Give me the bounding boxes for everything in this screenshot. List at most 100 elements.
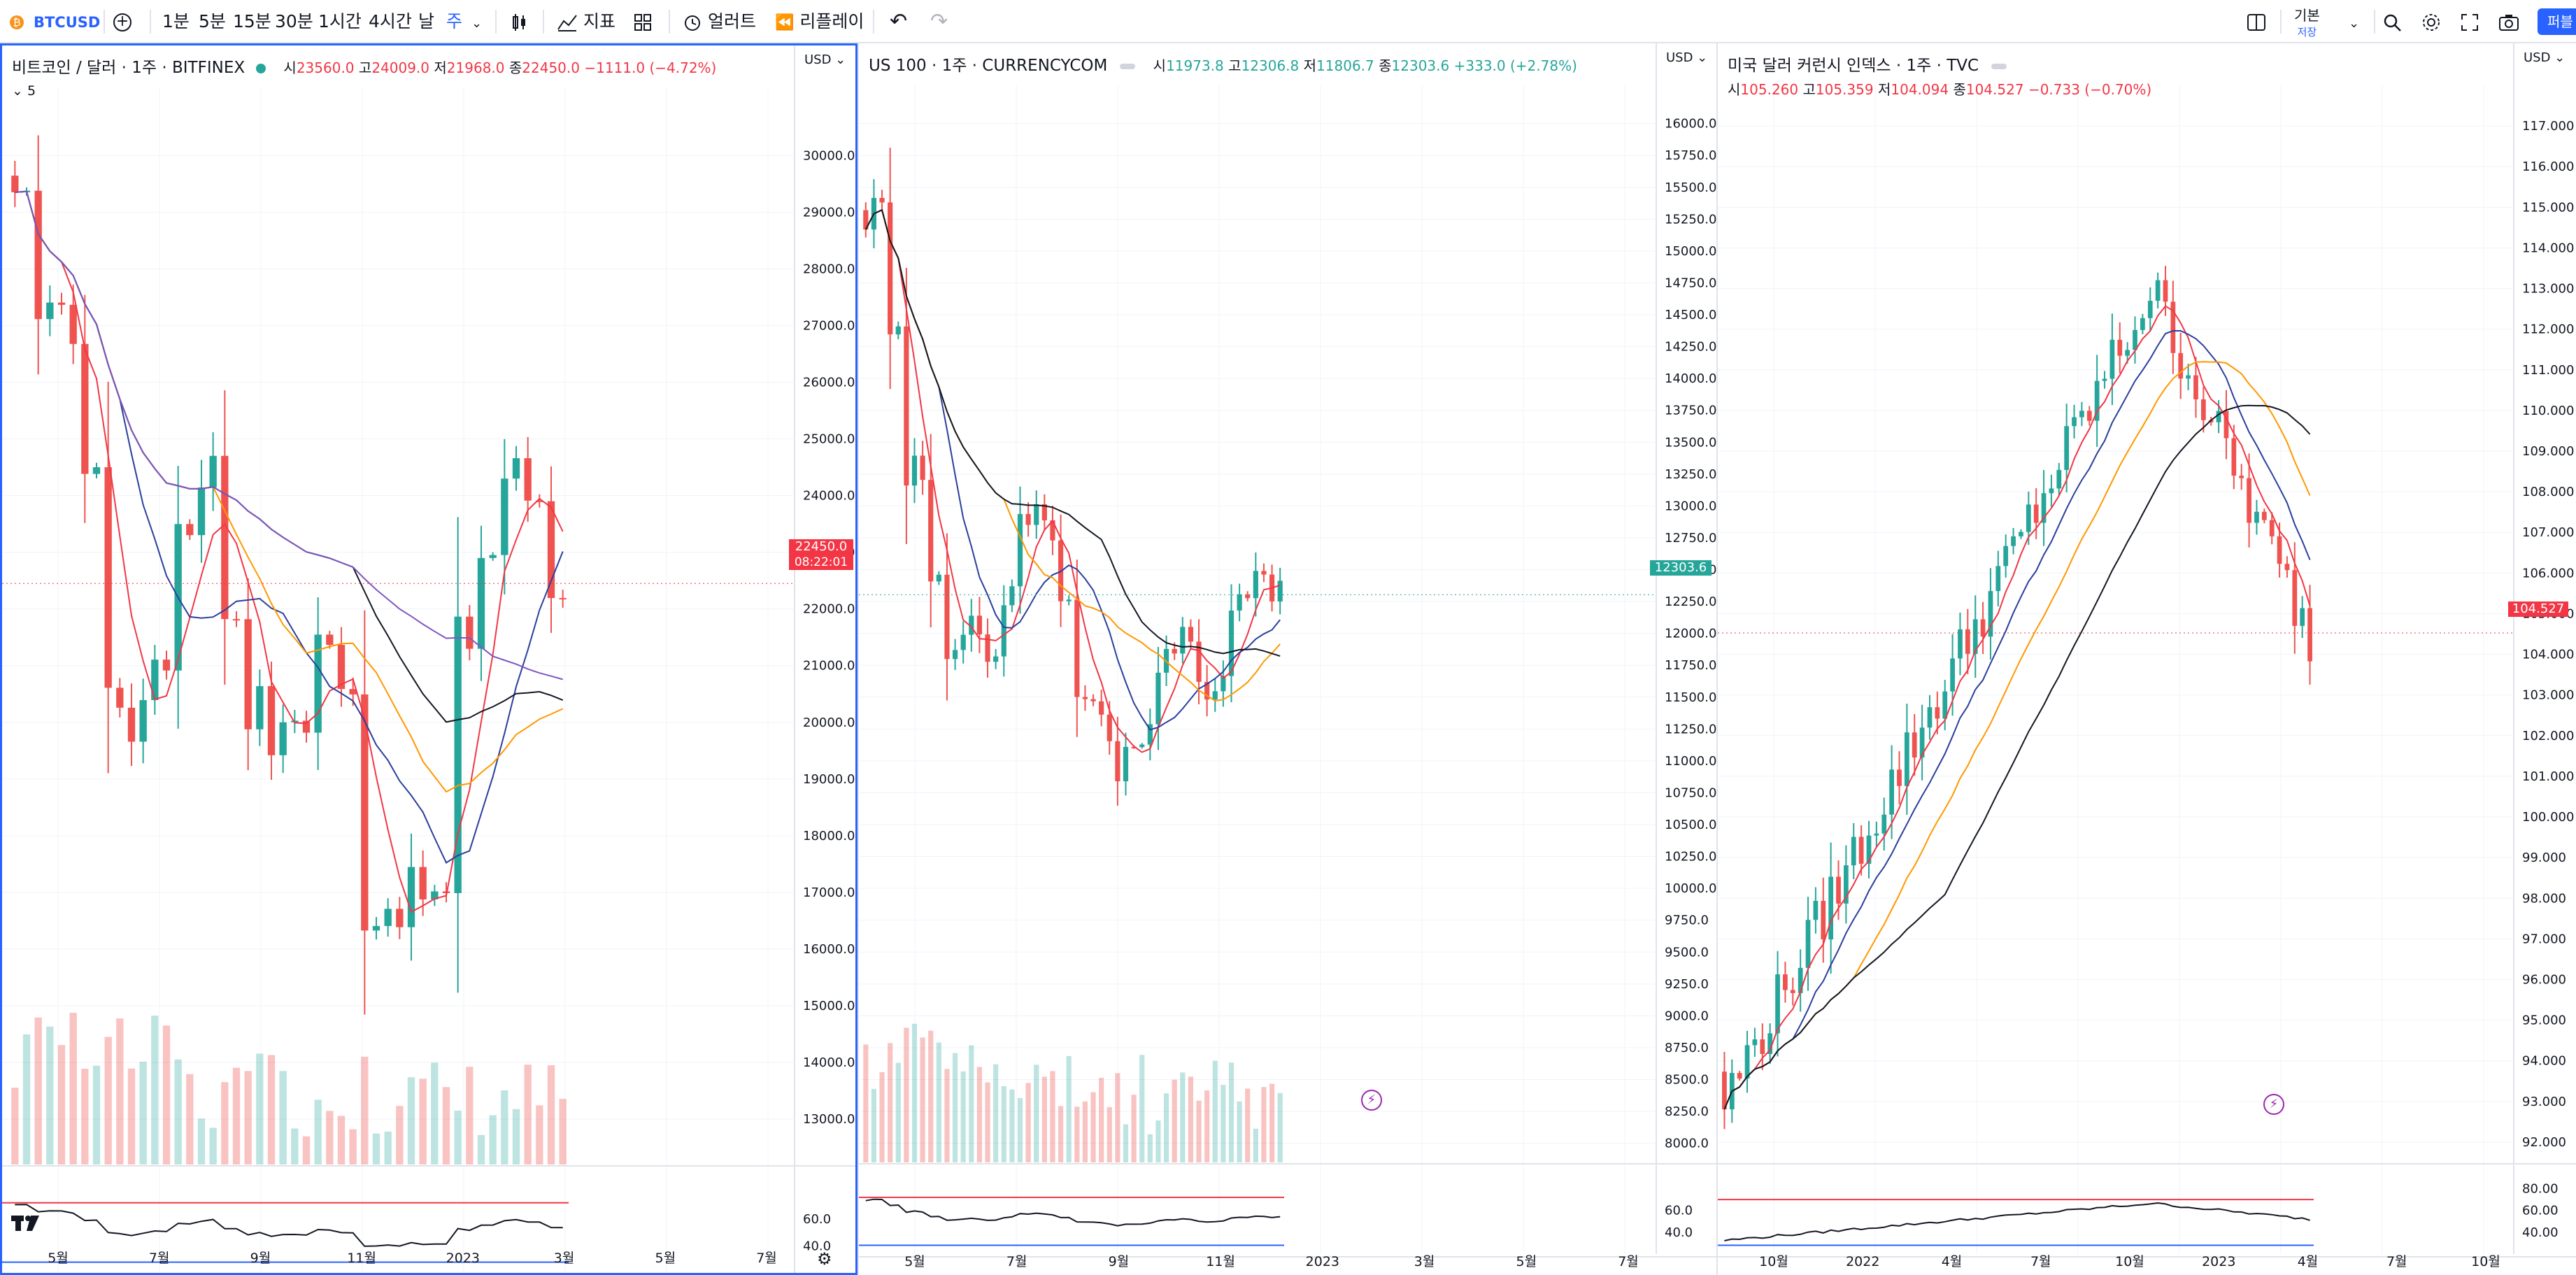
volume-bar — [952, 1053, 958, 1162]
volume-bar — [863, 1044, 869, 1162]
chart-pane-ndx[interactable]: USD ⌄ 16000.0 15750.0 15500.0 15250.0 15000.0… — [859, 43, 1716, 1275]
time-tick-label: 7월 — [2386, 1254, 2407, 1269]
price-tick-label: 9250.0 — [1665, 977, 1709, 992]
pane-divider[interactable] — [1716, 43, 1718, 1275]
undo-button[interactable]: ↶ — [890, 0, 907, 43]
candle-body — [1866, 835, 1872, 864]
price-tick-label: 94.000 — [2522, 1054, 2566, 1069]
redo-button[interactable]: ↷ — [930, 0, 948, 43]
price-tick-label: 114.000 — [2522, 241, 2574, 255]
candle-body — [2186, 375, 2191, 379]
volume-bar — [349, 1129, 357, 1164]
chart-pane-btc[interactable]: USD ⌄ 30000.0 29000.0 28000.0 27000.0 26000.0… — [0, 43, 858, 1275]
interval-1m[interactable]: 1분 — [162, 11, 190, 31]
candle-body — [911, 455, 918, 486]
interval-dropdown[interactable]: ⌄ — [471, 0, 482, 43]
candle-body — [1851, 836, 1856, 866]
candle-body — [1245, 594, 1251, 599]
replay-label: 리플레이 — [799, 11, 864, 31]
candle-body — [162, 660, 171, 671]
candle-body — [1813, 901, 1819, 920]
redo-icon: ↷ — [930, 9, 948, 34]
chart-type-button[interactable] — [509, 0, 529, 43]
plus-circle-icon: + — [113, 13, 131, 31]
pane-divider[interactable] — [858, 43, 859, 1275]
collapse-legend-icon[interactable] — [1120, 63, 1136, 69]
volume-bar — [888, 1043, 893, 1162]
candle-body — [1188, 627, 1194, 642]
currency-selector[interactable]: USD ⌄ — [1666, 50, 1707, 65]
interval-day[interactable]: 날 — [418, 11, 435, 31]
candle-body — [2247, 478, 2251, 523]
candle-body — [244, 619, 252, 729]
top-toolbar: ₿ BTCUSD + 1분 5분 15분 30분 1시간 4시간 날 주 ⌄ 지… — [0, 0, 2576, 43]
candle-body — [2117, 339, 2123, 356]
price-tick-label: 111.000 — [2522, 363, 2574, 378]
replay-button[interactable]: ⏪ 리플레이 — [775, 0, 864, 43]
ndx-chart-canvas[interactable]: USD ⌄ 16000.0 15750.0 15500.0 15250.0 15000.0… — [859, 43, 1716, 1275]
interval-5m[interactable]: 5분 — [199, 11, 226, 31]
alerts-button[interactable]: 얼러트 — [683, 0, 756, 43]
layout-dropdown[interactable]: ⌄ — [2349, 0, 2359, 43]
time-tick-label: 2023 — [2202, 1254, 2235, 1269]
btc-chart-canvas[interactable]: USD ⌄ 30000.0 29000.0 28000.0 27000.0 26000.0… — [2, 45, 855, 1273]
candle-body — [2086, 411, 2092, 421]
volume-bar — [1155, 1120, 1161, 1162]
settings-button[interactable] — [2421, 0, 2441, 43]
candle-body — [127, 707, 136, 742]
fullscreen-button[interactable] — [2461, 0, 2479, 43]
candle-body — [1889, 769, 1894, 815]
timezone-settings-icon[interactable]: ⚙ — [817, 1249, 832, 1269]
volume-bar — [81, 1069, 89, 1164]
candle-body — [1805, 920, 1811, 968]
layout-select-button[interactable] — [2247, 0, 2266, 43]
candle-body — [46, 302, 54, 320]
candle-body — [407, 867, 415, 927]
candle-body — [1253, 571, 1258, 599]
snapshot-button[interactable] — [2498, 0, 2519, 43]
volume-bar — [1074, 1106, 1080, 1162]
candle-body — [1942, 691, 1948, 719]
collapse-legend-icon[interactable] — [1991, 63, 2007, 69]
publish-button[interactable]: 퍼블 — [2538, 8, 2576, 35]
indicators-button[interactable]: 지표 — [557, 0, 615, 43]
indicator-legend-toggle[interactable]: ⌄ 5 — [12, 83, 36, 99]
price-tick-label: 18000.0 — [803, 829, 855, 843]
symbol-search-button[interactable]: ₿ BTCUSD — [10, 0, 100, 43]
layout-grid-button[interactable] — [634, 0, 652, 43]
volume-bar — [1115, 1073, 1120, 1162]
candle-body — [454, 616, 462, 893]
interval-15m[interactable]: 15분 — [233, 11, 271, 31]
price-tick-label: 110.000 — [2522, 404, 2574, 418]
volume-bar — [174, 1059, 182, 1164]
dxy-last-price-tag: 104.527 — [2508, 601, 2568, 617]
interval-4h[interactable]: 4시간 — [369, 11, 412, 31]
candle-body — [879, 198, 885, 203]
chart-pane-dxy[interactable]: USD ⌄ 117.000 116.000 115.000 114.000 113.000… — [1718, 43, 2576, 1275]
volume-bar — [489, 1115, 497, 1164]
events-lightning-icon[interactable]: ⚡ — [2263, 1094, 2284, 1115]
currency-selector[interactable]: USD ⌄ — [804, 52, 846, 67]
volume-bar — [879, 1071, 885, 1162]
candle-body — [2223, 411, 2229, 439]
candle-body — [151, 660, 159, 701]
volume-bar — [871, 1088, 877, 1162]
candle-body — [1009, 586, 1015, 606]
candle-body — [559, 598, 567, 600]
interval-week[interactable]: 주 — [446, 11, 463, 31]
candle-body — [326, 634, 334, 646]
compare-add-button[interactable]: + — [113, 0, 131, 43]
search-button[interactable] — [2382, 0, 2402, 43]
events-lightning-icon[interactable]: ⚡ — [1361, 1090, 1382, 1111]
price-tick-label: 92.000 — [2522, 1135, 2566, 1150]
candle-body — [2056, 469, 2062, 489]
interval-1h[interactable]: 1시간 — [318, 11, 362, 31]
save-layout-button[interactable]: 기본 저장 — [2294, 0, 2320, 43]
price-tick-label: 10500.0 — [1665, 818, 1716, 832]
chevron-down-icon: ⌄ — [12, 83, 23, 99]
candle-body — [1025, 513, 1031, 525]
price-tick-label: 14250.0 — [1665, 340, 1716, 355]
interval-30m[interactable]: 30분 — [275, 11, 313, 31]
currency-selector[interactable]: USD ⌄ — [2524, 50, 2565, 65]
dxy-chart-canvas[interactable]: USD ⌄ 117.000 116.000 115.000 114.000 113.000… — [1718, 43, 2576, 1275]
